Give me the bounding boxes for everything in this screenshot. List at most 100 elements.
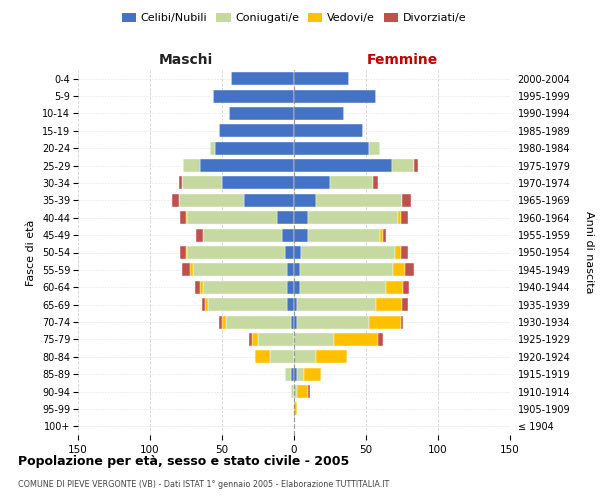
Bar	[401, 211, 408, 224]
Bar	[294, 211, 308, 224]
Bar	[294, 350, 316, 364]
Bar	[208, 298, 287, 311]
Bar	[186, 246, 187, 259]
Bar	[294, 368, 297, 380]
Bar	[294, 176, 330, 190]
Bar	[200, 280, 203, 294]
Bar	[180, 246, 186, 259]
Bar	[215, 142, 294, 154]
Bar	[291, 385, 294, 398]
Bar	[186, 211, 187, 224]
Bar	[194, 280, 200, 294]
Bar	[190, 264, 193, 276]
Y-axis label: Anni di nascita: Anni di nascita	[584, 211, 595, 294]
Bar	[187, 211, 277, 224]
Bar	[297, 368, 304, 380]
Bar	[294, 194, 316, 207]
Bar	[291, 316, 294, 328]
Bar	[252, 333, 258, 346]
Bar	[229, 107, 294, 120]
Bar	[334, 333, 377, 346]
Bar	[244, 194, 294, 207]
Bar	[300, 280, 386, 294]
Bar	[219, 316, 222, 328]
Bar	[294, 402, 297, 415]
Bar	[230, 72, 294, 85]
Bar	[182, 176, 222, 190]
Bar	[196, 228, 203, 241]
Bar	[179, 194, 244, 207]
Bar	[373, 176, 377, 190]
Bar	[294, 107, 344, 120]
Bar	[294, 333, 334, 346]
Bar	[316, 350, 347, 364]
Bar	[294, 264, 300, 276]
Text: Maschi: Maschi	[159, 54, 213, 68]
Bar	[203, 228, 283, 241]
Bar	[172, 194, 179, 207]
Bar	[287, 280, 294, 294]
Bar	[304, 368, 322, 380]
Bar	[401, 316, 403, 328]
Bar	[398, 211, 401, 224]
Bar	[316, 194, 402, 207]
Bar	[403, 280, 409, 294]
Bar	[294, 280, 300, 294]
Bar	[401, 246, 408, 259]
Bar	[226, 316, 291, 328]
Bar	[386, 280, 403, 294]
Bar	[376, 298, 402, 311]
Bar	[287, 264, 294, 276]
Bar	[294, 228, 308, 241]
Text: COMUNE DI PIEVE VERGONTE (VB) - Dati ISTAT 1° gennaio 2005 - Elaborazione TUTTIT: COMUNE DI PIEVE VERGONTE (VB) - Dati IST…	[18, 480, 389, 489]
Bar	[200, 159, 294, 172]
Bar	[277, 211, 294, 224]
Bar	[294, 298, 297, 311]
Bar	[369, 316, 401, 328]
Bar	[300, 264, 394, 276]
Bar	[294, 316, 297, 328]
Bar	[269, 350, 294, 364]
Text: Femmine: Femmine	[367, 54, 437, 68]
Bar	[286, 246, 294, 259]
Bar	[294, 385, 297, 398]
Legend: Celibi/Nubili, Coniugati/e, Vedovi/e, Divorziati/e: Celibi/Nubili, Coniugati/e, Vedovi/e, Di…	[118, 8, 470, 28]
Bar	[211, 142, 215, 154]
Bar	[294, 72, 349, 85]
Bar	[402, 194, 410, 207]
Bar	[205, 298, 208, 311]
Bar	[179, 176, 182, 190]
Bar	[294, 246, 301, 259]
Bar	[294, 124, 363, 138]
Bar	[394, 264, 405, 276]
Bar	[405, 264, 413, 276]
Bar	[297, 298, 376, 311]
Bar	[219, 124, 294, 138]
Bar	[193, 264, 287, 276]
Bar	[283, 228, 294, 241]
Bar	[294, 90, 376, 102]
Bar	[187, 246, 286, 259]
Y-axis label: Fasce di età: Fasce di età	[26, 220, 37, 286]
Bar	[258, 333, 294, 346]
Bar	[214, 90, 294, 102]
Bar	[402, 298, 408, 311]
Bar	[395, 246, 401, 259]
Bar	[291, 368, 294, 380]
Bar	[377, 333, 383, 346]
Bar	[255, 350, 269, 364]
Bar	[286, 368, 291, 380]
Bar	[308, 228, 380, 241]
Bar	[222, 176, 294, 190]
Bar	[383, 228, 386, 241]
Text: Popolazione per età, sesso e stato civile - 2005: Popolazione per età, sesso e stato civil…	[18, 455, 349, 468]
Bar	[308, 211, 398, 224]
Bar	[203, 280, 287, 294]
Bar	[297, 385, 308, 398]
Bar	[330, 176, 373, 190]
Bar	[287, 298, 294, 311]
Bar	[392, 159, 413, 172]
Bar	[369, 142, 380, 154]
Bar	[294, 159, 392, 172]
Bar	[301, 246, 395, 259]
